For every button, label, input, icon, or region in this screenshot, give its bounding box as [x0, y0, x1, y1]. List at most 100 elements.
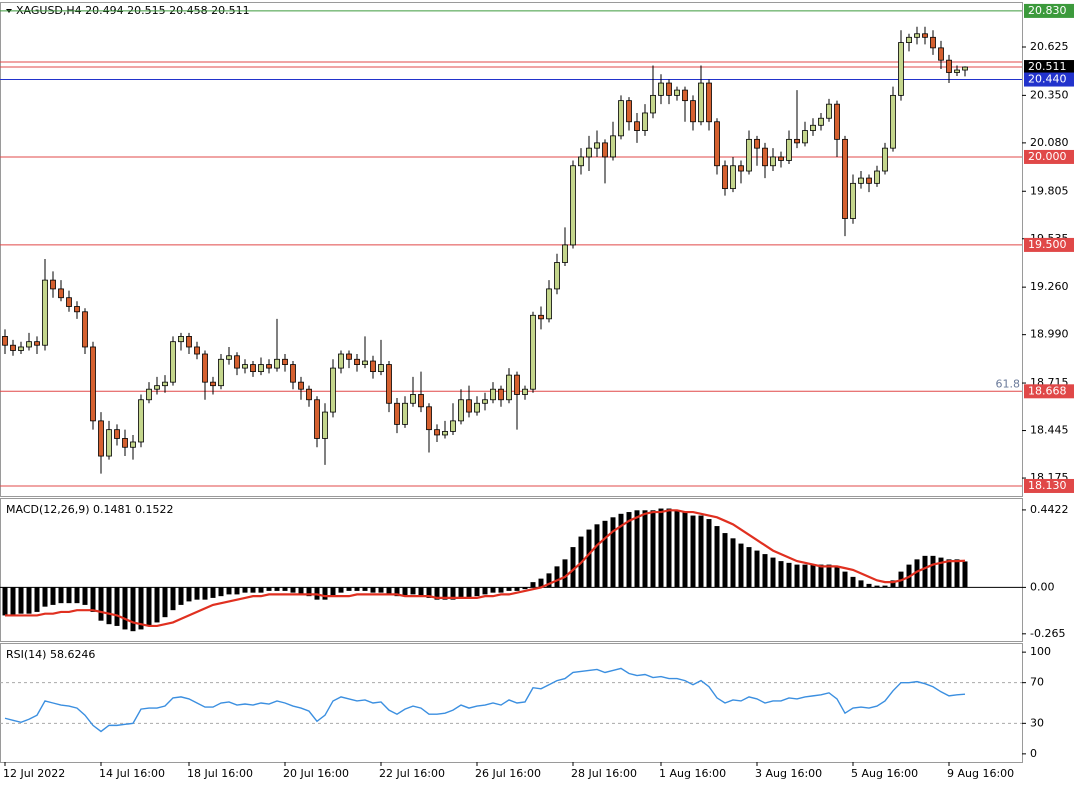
x-tick-label: 22 Jul 16:00: [379, 767, 445, 780]
histogram-bar: [434, 587, 440, 600]
histogram-bar: [250, 587, 256, 593]
histogram-bar: [322, 587, 328, 600]
candle-body: [594, 142, 600, 149]
candle-body: [626, 100, 632, 123]
candle-body: [834, 103, 840, 140]
level-label: 19.500: [1028, 238, 1067, 251]
y-tick-label: 70: [1030, 676, 1044, 689]
y-tick-label: 20.625: [1030, 40, 1069, 53]
candle-body: [402, 402, 408, 425]
histogram-bar: [474, 587, 480, 597]
candle-body: [858, 177, 864, 184]
rsi-pane: [0, 643, 1023, 763]
x-tick-label: 9 Aug 16:00: [947, 767, 1014, 780]
histogram-bar: [90, 587, 96, 612]
candle-body: [210, 381, 216, 387]
y-tick-label: 30: [1030, 716, 1044, 729]
level-label-bg: [1024, 478, 1074, 493]
candle-body: [50, 279, 56, 290]
level-label-bg: [1024, 60, 1074, 75]
candle-body: [114, 429, 120, 439]
candle-body: [178, 336, 184, 343]
candle-body: [530, 314, 536, 390]
y-tick-label: -0.265: [1030, 627, 1065, 640]
histogram-bar: [866, 583, 872, 588]
candle-body: [882, 147, 888, 172]
candle-body: [194, 346, 200, 355]
level-label-bg: [1024, 237, 1074, 252]
y-tick-label: 19.805: [1030, 184, 1069, 197]
candle-body: [218, 358, 224, 387]
candle-body: [650, 94, 656, 114]
histogram-bar: [274, 587, 280, 591]
candle-body: [10, 344, 16, 351]
histogram-bar: [482, 587, 488, 595]
y-tick-label: 0.4422: [1030, 503, 1069, 516]
candle-body: [698, 82, 704, 123]
candle-body: [330, 367, 336, 413]
candle-body: [866, 177, 872, 184]
signal-line: [5, 509, 966, 628]
candle-body: [186, 336, 192, 348]
histogram-bar: [658, 508, 664, 588]
candle-body: [146, 388, 152, 401]
x-tick-label: 12 Jul 2022: [3, 767, 65, 780]
candle-body: [26, 341, 32, 348]
candle-body: [506, 374, 512, 401]
candle-body: [914, 33, 920, 38]
histogram-bar: [154, 587, 160, 623]
candle-body: [658, 82, 664, 96]
candle-body: [106, 429, 112, 457]
histogram-bar: [394, 587, 400, 597]
candle-body: [170, 341, 176, 383]
candle-body: [226, 355, 232, 360]
candle-body: [634, 121, 640, 131]
histogram-bar: [106, 587, 112, 625]
candle-body: [546, 288, 552, 320]
histogram-bar: [226, 587, 232, 595]
histogram-bar: [298, 587, 304, 595]
histogram-bar: [730, 538, 736, 588]
candle-body: [754, 138, 760, 149]
histogram-bar: [746, 547, 752, 588]
x-tick-label: 14 Jul 16:00: [99, 767, 165, 780]
candle-body: [930, 36, 936, 49]
candle-body: [282, 358, 288, 365]
histogram-bar: [170, 587, 176, 611]
candle-body: [482, 399, 488, 404]
candle-body: [306, 388, 312, 401]
candle-body: [58, 288, 64, 299]
indicator-title: RSI(14) 58.6246: [6, 648, 95, 661]
candle-body: [922, 33, 928, 38]
x-tick-label: 28 Jul 16:00: [571, 767, 637, 780]
histogram-bar: [42, 587, 48, 607]
candle-body: [234, 355, 240, 369]
candle-body: [954, 69, 960, 73]
candle-body: [2, 336, 8, 346]
histogram-bar: [466, 587, 472, 598]
candle-body: [442, 431, 448, 436]
histogram-bar: [338, 587, 344, 593]
y-tick-label: 100: [1030, 645, 1051, 658]
histogram-bar: [26, 587, 32, 614]
candle-body: [250, 364, 256, 373]
level-label: 20.511: [1028, 60, 1067, 73]
candle-body: [962, 66, 968, 71]
candle-body: [314, 399, 320, 439]
histogram-bar: [162, 587, 168, 618]
histogram-bar: [450, 587, 456, 600]
histogram-bar: [610, 517, 616, 588]
y-tick-label: 20.080: [1030, 136, 1069, 149]
histogram-bar: [850, 576, 856, 588]
histogram-bar: [594, 524, 600, 588]
x-tick-label: 3 Aug 16:00: [755, 767, 822, 780]
candle-body: [410, 394, 416, 404]
candle-body: [890, 94, 896, 149]
histogram-bar: [930, 555, 936, 588]
candle-body: [938, 47, 944, 61]
histogram-bar: [74, 587, 80, 604]
candle-body: [738, 165, 744, 172]
histogram-bar: [410, 587, 416, 595]
histogram-bar: [282, 587, 288, 591]
histogram-bar: [922, 555, 928, 588]
